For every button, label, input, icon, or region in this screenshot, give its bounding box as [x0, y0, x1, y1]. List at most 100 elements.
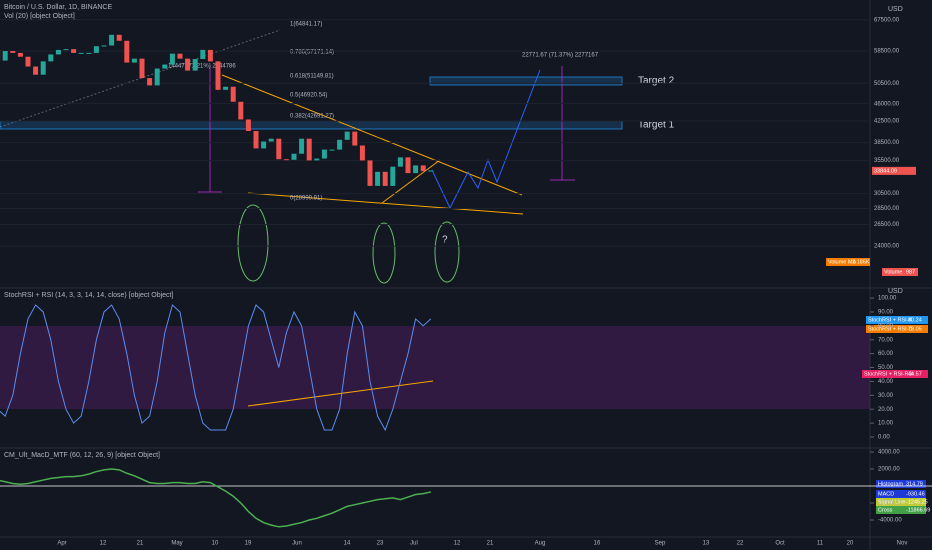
- tag-label: MACD: [878, 491, 894, 497]
- y-tick-label: 38500.00: [874, 140, 900, 146]
- candle: [299, 138, 305, 154]
- candle: [238, 101, 244, 120]
- candle: [40, 61, 46, 75]
- x-tick-label: Nov: [897, 541, 908, 547]
- macd-tags: Histogram 314.79 MACD -930.46 Signal Lin…: [876, 480, 930, 514]
- tag-value: 987: [906, 269, 915, 275]
- tag-value: 44.57: [908, 371, 922, 377]
- trend-line: [381, 159, 441, 204]
- tag-bg: [876, 498, 926, 506]
- candle: [314, 158, 320, 161]
- target-1-box: [0, 120, 623, 130]
- y-tick-label: 35500.00: [874, 158, 900, 164]
- candle: [48, 54, 54, 62]
- last-price-bg: [872, 166, 916, 175]
- candle: [261, 141, 267, 149]
- candle: [93, 46, 99, 53]
- x-tick-label: 16: [594, 541, 601, 547]
- x-tick-label: 10: [212, 541, 219, 547]
- candle: [321, 149, 327, 159]
- candle: [109, 34, 115, 46]
- stoch-tags: StochRSI + RSI-K 80.24 StochRSI + RSI-D …: [862, 316, 928, 378]
- y-tick-label: -4000.00: [878, 518, 902, 524]
- y-tick-label: -2000.00: [878, 501, 902, 507]
- tag-bg: [876, 480, 926, 488]
- y-tick-label: 58500.00: [874, 49, 900, 55]
- candle: [86, 52, 92, 54]
- x-tick-label: Jul: [410, 541, 418, 547]
- y-tick-label: 50.00: [878, 365, 894, 371]
- candle: [124, 40, 130, 63]
- candle: [352, 131, 358, 146]
- candle: [230, 86, 236, 102]
- fib-label: 0(28999.91): [290, 196, 322, 202]
- candle: [192, 59, 198, 71]
- measure-label: 22771.67 (71.37%) 2277167: [522, 53, 599, 59]
- x-tick-label: 22: [737, 541, 744, 547]
- candle: [344, 131, 350, 140]
- x-tick-label: 12: [454, 541, 461, 547]
- tag-label: Volume: [884, 269, 902, 275]
- tag-value: 80.24: [908, 317, 922, 323]
- y-tick-label: 20.00: [878, 407, 894, 413]
- candle: [268, 138, 274, 142]
- tag-value: 78.05: [908, 326, 922, 332]
- candle: [162, 64, 168, 69]
- volume-title: Vol (20) [object Object]: [4, 13, 75, 20]
- tag-label: Signal Line: [878, 499, 905, 505]
- candle: [71, 49, 77, 53]
- x-tick-label: 11: [817, 541, 824, 547]
- measure-label: 14447 (71.21%) 2144786: [168, 64, 236, 70]
- tag-bg: [876, 490, 926, 498]
- candle: [185, 58, 191, 71]
- y-tick-label: 28500.00: [874, 206, 900, 212]
- candle: [276, 138, 282, 160]
- y-tick-label: 40.00: [878, 379, 894, 385]
- trend-line: [221, 74, 523, 196]
- y-tick-label: 100.00: [878, 296, 897, 302]
- y-tick-label: 46000.00: [874, 101, 900, 107]
- target-label: Target 2: [638, 76, 675, 87]
- candle: [131, 58, 137, 63]
- y-tick-label: 67500.00: [874, 17, 900, 23]
- candle: [139, 58, 145, 79]
- x-tick-label: May: [171, 541, 182, 547]
- candle: [116, 34, 122, 41]
- tag-value: -1245.25: [906, 499, 928, 505]
- y-tick-label: 42500.00: [874, 119, 900, 125]
- x-tick-label: 21: [137, 541, 144, 547]
- tag-label: Histogram: [878, 481, 903, 487]
- candle: [63, 49, 69, 51]
- fib-label: 0.786(57171.14): [290, 50, 334, 56]
- y-tick-label: 60.00: [878, 351, 894, 357]
- last-price: 33844.09: [874, 168, 897, 174]
- x-tick-label: Apr: [57, 541, 66, 547]
- y-tick-label: 26500.00: [874, 222, 900, 228]
- candle: [200, 49, 206, 60]
- tag-label: StochRSI + RSI-RSI: [864, 371, 914, 377]
- candle: [177, 53, 183, 59]
- target-label: Target 1: [638, 120, 675, 131]
- y-tick-label: 80.00: [878, 323, 894, 329]
- candle: [154, 68, 160, 86]
- candle: [397, 157, 403, 167]
- candle: [428, 170, 434, 172]
- candle: [25, 56, 31, 67]
- macd-title: CM_Ult_MacD_MTF (60, 12, 26, 9) [object …: [4, 452, 160, 459]
- projection-path: [431, 69, 541, 210]
- candle: [375, 171, 381, 186]
- candle: [283, 159, 289, 161]
- x-tick-label: 19: [245, 541, 252, 547]
- tag-value: 2.186K: [852, 259, 870, 265]
- y-tick-label: 24000.00: [874, 244, 900, 250]
- tag-label: StochRSI + RSI-D: [868, 326, 913, 332]
- currency: USD: [888, 6, 903, 13]
- x-tick-label: 12: [100, 541, 107, 547]
- y-tick-label: 10.00: [878, 421, 894, 427]
- candle: [223, 86, 229, 90]
- x-tick-label: Jun: [292, 541, 302, 547]
- stoch-k-line: [0, 304, 432, 432]
- candle: [359, 145, 365, 161]
- y-tick-label: 70.00: [878, 337, 894, 343]
